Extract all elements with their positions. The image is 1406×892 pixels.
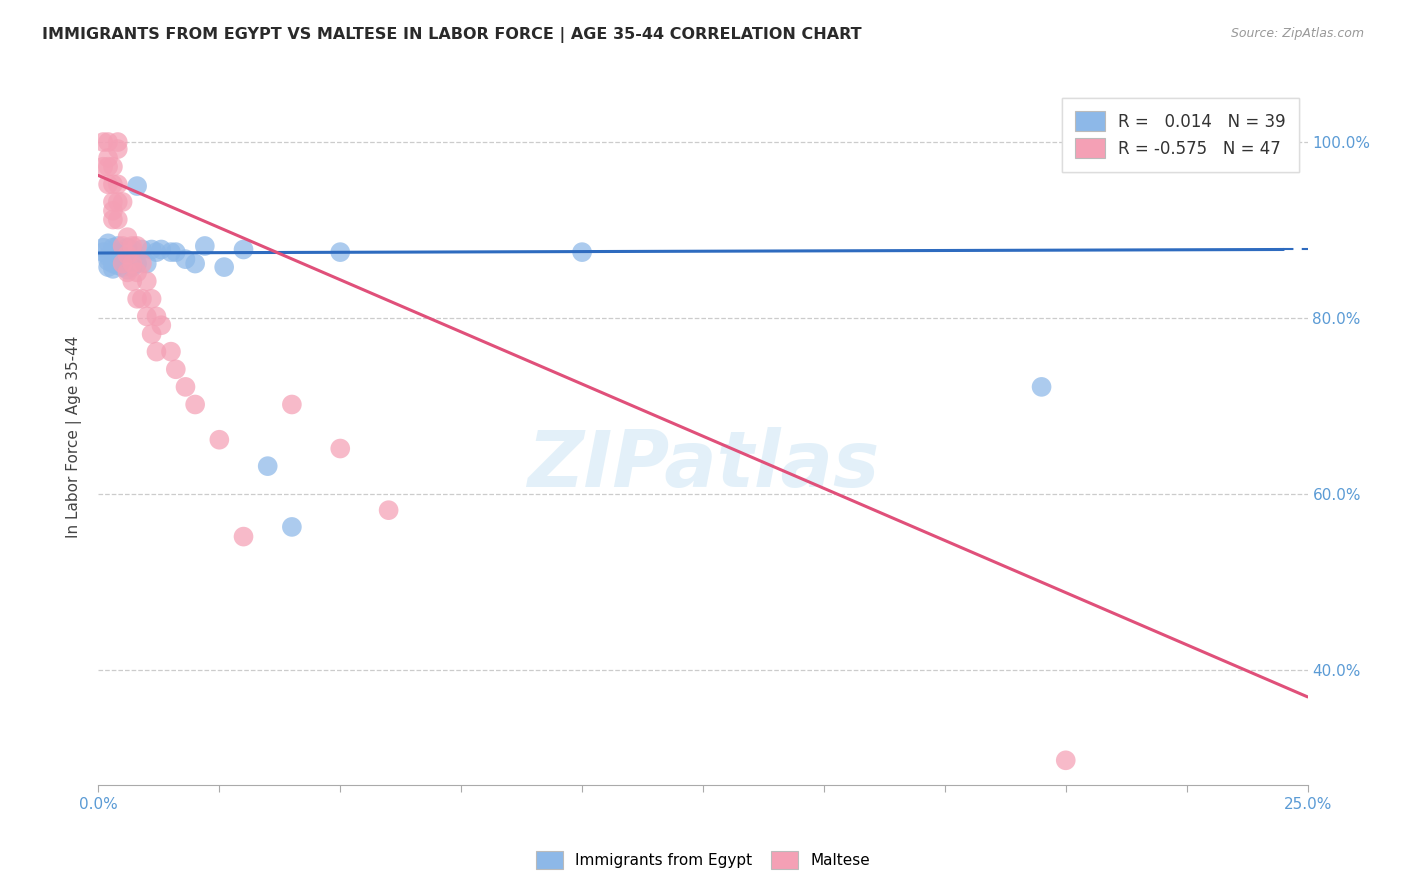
Point <box>121 274 143 288</box>
Point <box>329 442 352 456</box>
Point <box>97 151 120 165</box>
Point <box>111 245 134 260</box>
Point <box>111 256 134 270</box>
Legend: R =   0.014   N = 39, R = -0.575   N = 47: R = 0.014 N = 39, R = -0.575 N = 47 <box>1062 97 1299 171</box>
Point <box>111 260 134 274</box>
Point <box>101 212 124 227</box>
Point <box>127 239 149 253</box>
Point <box>121 256 143 270</box>
Point <box>150 243 173 257</box>
Point <box>107 142 129 156</box>
Point <box>232 530 254 544</box>
Point <box>107 212 129 227</box>
Point <box>97 160 120 174</box>
Point <box>117 230 139 244</box>
Point <box>131 292 153 306</box>
Point <box>107 135 129 149</box>
Point <box>145 310 167 324</box>
Point <box>208 433 231 447</box>
Point <box>111 250 134 264</box>
Point <box>135 310 157 324</box>
Point <box>101 178 124 192</box>
Point <box>101 241 124 255</box>
Point <box>281 397 304 411</box>
Text: ZIPatlas: ZIPatlas <box>527 427 879 503</box>
Point <box>165 245 187 260</box>
Legend: Immigrants from Egypt, Maltese: Immigrants from Egypt, Maltese <box>530 845 876 875</box>
Point <box>107 258 129 272</box>
Point <box>107 239 129 253</box>
Point <box>97 178 120 192</box>
Point <box>150 318 173 333</box>
Point <box>111 239 134 253</box>
Point <box>141 326 163 341</box>
Point <box>107 178 129 192</box>
Point <box>131 256 153 270</box>
Point <box>212 260 235 274</box>
Point <box>117 241 139 255</box>
Point <box>141 243 163 257</box>
Point <box>97 254 120 268</box>
Point <box>174 252 197 267</box>
Point <box>232 243 254 257</box>
Point <box>174 380 197 394</box>
Point <box>127 292 149 306</box>
Point <box>135 274 157 288</box>
Point <box>91 241 114 255</box>
Text: IMMIGRANTS FROM EGYPT VS MALTESE IN LABOR FORCE | AGE 35-44 CORRELATION CHART: IMMIGRANTS FROM EGYPT VS MALTESE IN LABO… <box>42 27 862 43</box>
Point <box>97 250 120 264</box>
Point <box>101 194 124 209</box>
Point <box>194 239 217 253</box>
Point <box>101 245 124 260</box>
Point <box>1031 380 1053 394</box>
Point <box>281 520 304 534</box>
Point <box>127 265 149 279</box>
Point <box>377 503 399 517</box>
Point <box>184 397 207 411</box>
Point <box>101 256 124 270</box>
Point <box>101 203 124 218</box>
Point <box>97 135 120 149</box>
Y-axis label: In Labor Force | Age 35-44: In Labor Force | Age 35-44 <box>66 336 83 538</box>
Point <box>121 239 143 253</box>
Point <box>91 245 114 260</box>
Point <box>117 248 139 262</box>
Point <box>117 262 139 277</box>
Point <box>117 265 139 279</box>
Point <box>131 243 153 257</box>
Point <box>127 256 149 270</box>
Point <box>329 245 352 260</box>
Point <box>107 194 129 209</box>
Point <box>91 135 114 149</box>
Point <box>145 245 167 260</box>
Point <box>97 236 120 251</box>
Point <box>184 256 207 270</box>
Point <box>101 160 124 174</box>
Point <box>107 250 129 264</box>
Point <box>91 160 114 174</box>
Point <box>135 256 157 270</box>
Point <box>121 243 143 257</box>
Point <box>101 261 124 276</box>
Point <box>111 194 134 209</box>
Point <box>160 245 183 260</box>
Point <box>97 260 120 274</box>
Point <box>121 260 143 274</box>
Point <box>145 344 167 359</box>
Point <box>127 179 149 194</box>
Point <box>160 344 183 359</box>
Point <box>1054 753 1077 767</box>
Point <box>141 292 163 306</box>
Point <box>256 459 278 474</box>
Point <box>165 362 187 376</box>
Point <box>571 245 593 260</box>
Text: Source: ZipAtlas.com: Source: ZipAtlas.com <box>1230 27 1364 40</box>
